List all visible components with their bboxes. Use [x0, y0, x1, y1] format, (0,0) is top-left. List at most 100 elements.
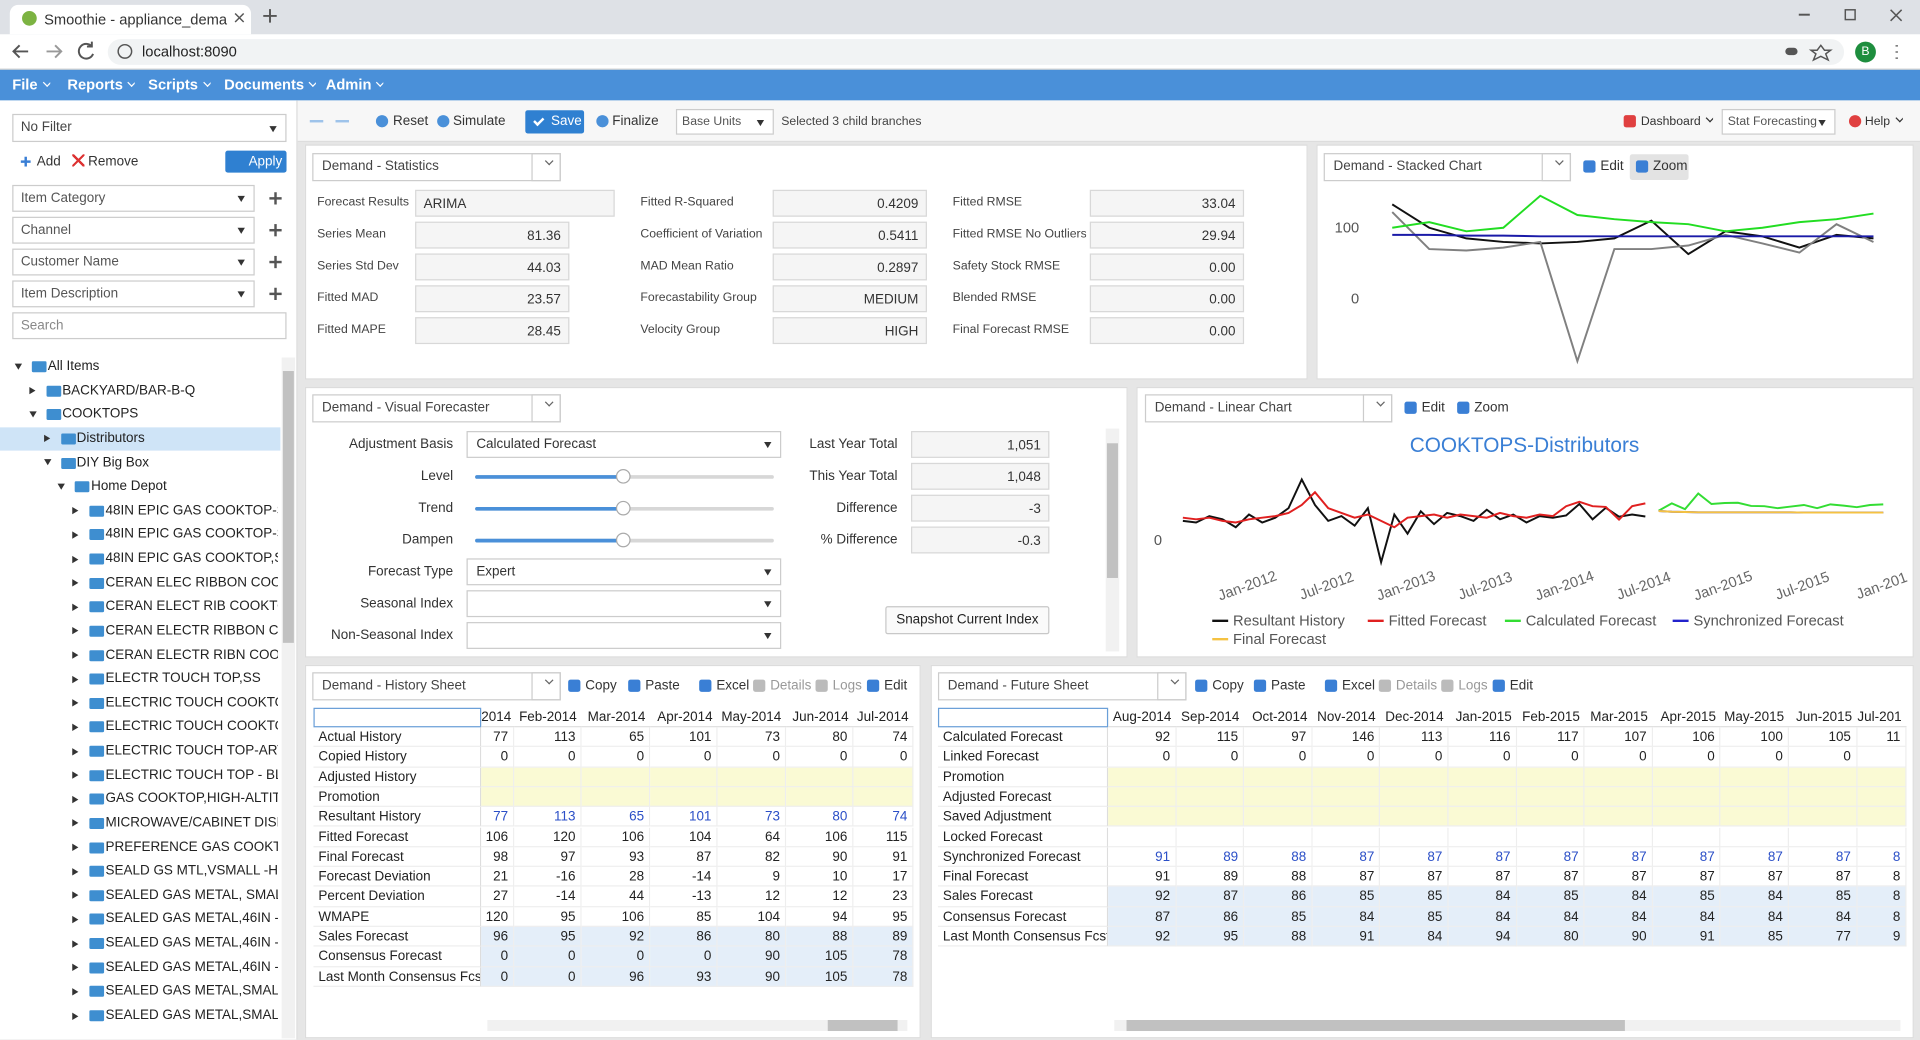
tab-title[interactable]: Smoothie - appliance_demand — [44, 11, 228, 29]
cell[interactable]: 84 — [1652, 906, 1721, 927]
cell[interactable]: 65 — [581, 727, 651, 748]
view-select[interactable]: Stat Forecasting — [1721, 108, 1836, 135]
cell[interactable]: 87 — [1720, 867, 1789, 888]
menu-item[interactable]: Scripts — [148, 70, 210, 101]
tree-toggle[interactable] — [72, 603, 79, 611]
sheet-tool-icon[interactable] — [866, 679, 880, 692]
cell[interactable]: 11 — [1857, 727, 1907, 748]
tree-toggle[interactable] — [29, 411, 37, 418]
sheet-tool[interactable]: Details — [1395, 678, 1438, 694]
cell[interactable]: 85 — [1244, 906, 1313, 927]
cell[interactable] — [1857, 807, 1907, 828]
cell[interactable]: 91 — [1652, 926, 1721, 947]
cell[interactable]: 107 — [1584, 727, 1653, 748]
panel-selector[interactable]: Demand - Statistics — [312, 153, 561, 182]
finalize[interactable]: Finalize — [612, 113, 659, 129]
cell[interactable]: 104 — [717, 906, 787, 927]
tree-item[interactable]: Home Depot — [91, 478, 167, 494]
cell[interactable]: 87 — [1720, 847, 1789, 868]
cell[interactable]: 95 — [514, 926, 582, 947]
cell[interactable] — [1312, 827, 1381, 848]
panel-selector[interactable]: Demand - Linear Chart — [1144, 394, 1393, 423]
cell[interactable]: 89 — [853, 926, 914, 947]
cell[interactable]: 0 — [514, 747, 582, 768]
cell[interactable]: 95 — [514, 906, 582, 927]
cell[interactable] — [650, 787, 718, 808]
cell[interactable]: 96 — [581, 966, 651, 987]
zoom-icon[interactable] — [1635, 160, 1649, 173]
cell[interactable]: -14 — [650, 867, 718, 888]
cell[interactable]: 44 — [581, 887, 651, 907]
cell[interactable]: 84 — [1720, 887, 1789, 907]
cell[interactable]: 95 — [1176, 926, 1245, 947]
cell[interactable]: 87 — [1788, 847, 1858, 868]
cell[interactable]: 10 — [786, 867, 854, 888]
help[interactable]: Help — [1865, 108, 1902, 136]
cell[interactable]: 106 — [786, 827, 854, 848]
sheet-tool[interactable]: Excel — [1342, 678, 1375, 694]
tree-toggle[interactable] — [72, 771, 79, 780]
tree-item[interactable]: 48IN EPIC GAS COOKTOP,SS/C — [105, 551, 278, 566]
cell[interactable]: 84 — [1312, 906, 1381, 927]
cell[interactable]: 113 — [1380, 727, 1449, 748]
cell[interactable]: 105 — [786, 966, 854, 987]
cell[interactable] — [1788, 787, 1858, 808]
edit[interactable]: Edit — [1600, 159, 1624, 174]
cell[interactable]: 91 — [1108, 867, 1177, 888]
cell[interactable] — [1652, 787, 1721, 808]
tree-toggle[interactable] — [58, 483, 66, 490]
cell[interactable]: 146 — [1312, 727, 1381, 748]
cell[interactable]: 113 — [514, 727, 582, 748]
simulate-icon[interactable] — [437, 115, 450, 128]
panel-selector[interactable]: Demand - Stacked Chart — [1323, 153, 1572, 182]
cell[interactable]: 101 — [650, 727, 718, 748]
cell[interactable]: 113 — [514, 807, 582, 828]
tree-item[interactable]: SEALED GAS METAL,SMALL -BL — [105, 983, 278, 999]
cell[interactable] — [1652, 807, 1721, 828]
cell[interactable]: 96 — [481, 926, 515, 947]
cell[interactable] — [514, 787, 582, 808]
cell[interactable]: 84 — [1584, 887, 1653, 907]
tree-toggle[interactable] — [72, 867, 79, 876]
panel-selector-toggle[interactable] — [1541, 153, 1572, 182]
cell[interactable] — [853, 767, 914, 788]
cell[interactable] — [1652, 827, 1721, 848]
cell[interactable]: 0 — [1108, 747, 1177, 768]
cell[interactable]: 87 — [1312, 867, 1381, 888]
cell[interactable]: 0 — [1516, 747, 1585, 768]
cell[interactable] — [1244, 807, 1313, 828]
cell[interactable]: 9 — [1857, 926, 1907, 947]
cell[interactable]: 92 — [1108, 887, 1177, 907]
cell[interactable]: 0 — [1176, 747, 1245, 768]
menu-item[interactable]: Reports — [67, 70, 135, 101]
tree-toggle[interactable] — [72, 723, 79, 731]
cell[interactable]: 88 — [1244, 847, 1313, 868]
cell[interactable]: 64 — [717, 827, 787, 848]
cell[interactable]: 87 — [1380, 867, 1449, 888]
cell[interactable]: 92 — [1108, 926, 1177, 947]
finalize-icon[interactable] — [596, 115, 609, 128]
cell[interactable]: 84 — [1448, 887, 1517, 907]
cell[interactable]: 65 — [581, 807, 651, 828]
cell[interactable]: 106 — [581, 827, 651, 848]
sheet-tool[interactable]: Paste — [645, 678, 680, 694]
adjustment-basis-select[interactable]: Calculated Forecast — [466, 431, 782, 458]
cell[interactable] — [786, 767, 854, 788]
cell[interactable] — [481, 767, 515, 788]
cell[interactable]: 95 — [853, 906, 914, 927]
tree-toggle[interactable] — [72, 939, 79, 948]
cell[interactable]: 105 — [786, 946, 854, 967]
attribute-select[interactable]: Item Category — [12, 184, 255, 212]
cell[interactable] — [1584, 767, 1653, 788]
sheet-tool-icon[interactable] — [1253, 679, 1267, 692]
cell[interactable] — [581, 787, 651, 808]
cell[interactable] — [1380, 767, 1449, 788]
tree-item[interactable]: SEALED GAS METAL, SMALL -BL — [105, 887, 278, 903]
slider-knob[interactable] — [615, 532, 631, 548]
cell[interactable] — [1720, 807, 1789, 828]
tree-toggle[interactable] — [72, 843, 79, 852]
cell[interactable] — [1108, 807, 1177, 828]
tree-item[interactable]: All Items — [47, 358, 100, 374]
tree-item[interactable]: CERAN ELECT RIB COOKTOP — [105, 599, 278, 614]
attribute-select[interactable]: Channel — [12, 216, 255, 244]
